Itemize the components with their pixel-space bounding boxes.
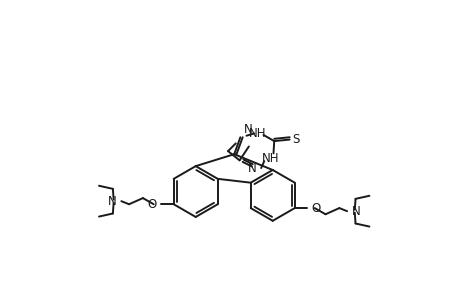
Text: S: S — [292, 133, 299, 146]
Text: NH: NH — [261, 152, 279, 164]
Text: N: N — [247, 162, 256, 175]
Text: O: O — [147, 198, 157, 211]
Text: N: N — [244, 123, 252, 136]
Text: NH: NH — [248, 127, 265, 140]
Text: N: N — [108, 195, 117, 208]
Text: N: N — [351, 205, 360, 218]
Text: O: O — [311, 202, 320, 214]
